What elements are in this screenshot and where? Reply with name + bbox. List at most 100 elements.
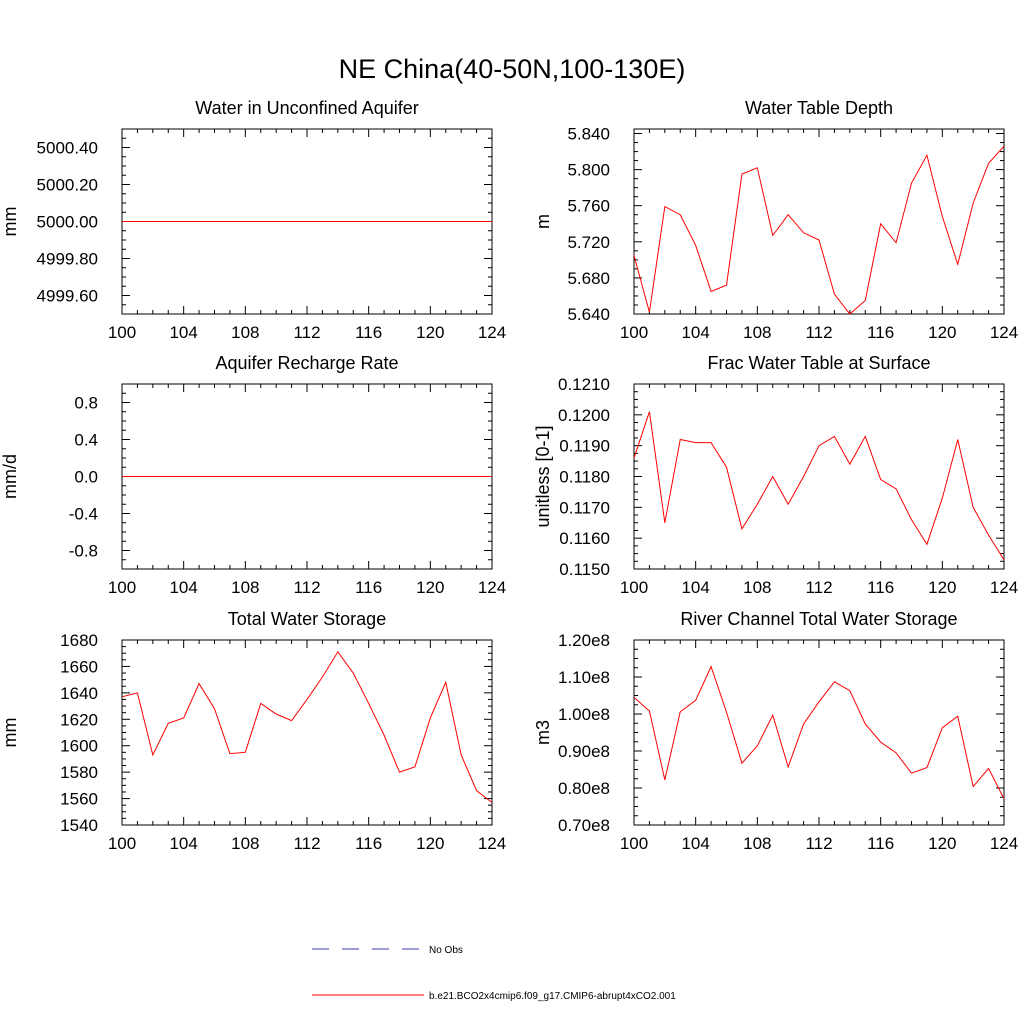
aquifer-recharge-rate-xtick-label: 116 [355,578,382,597]
panel-frac-water-table-at-surface: Frac Water Table at Surface 100 104 108 112 1… [533,353,1018,597]
water-table-depth-ytick-label: 5.640 [567,305,610,324]
frac-water-table-at-surface-ytick-label: 0.1170 [559,498,610,517]
frac-water-table-at-surface-xtick-label: 120 [928,578,956,597]
panels: Water in Unconfined Aquifer 100 104 108 112 1… [0,98,1018,853]
water-in-unconfined-aquifer-ylabel: mm [0,207,20,237]
frac-water-table-at-surface-xtick-label: 104 [681,578,709,597]
total-water-storage-ytick-label: 1660 [60,657,98,676]
river-channel-total-water-storage-xtick-label: 124 [990,834,1018,853]
panel-total-water-storage: Total Water Storage 100 104 108 112 116 120 124… [0,609,506,853]
aquifer-recharge-rate-title: Aquifer Recharge Rate [215,353,398,373]
river-channel-total-water-storage-series-line [633,665,1005,799]
water-in-unconfined-aquifer-ytick-label: 5000.00 [37,213,98,232]
total-water-storage-ytick-label: 1620 [60,710,98,729]
frac-water-table-at-surface-ytick-label: 0.1180 [559,468,610,487]
river-channel-total-water-storage-xtick-label: 108 [743,834,771,853]
river-channel-total-water-storage-ytick-label: 1.00e8 [558,705,610,724]
river-channel-total-water-storage-xtick-label: 112 [805,834,832,853]
main-title: NE China(40-50N,100-130E) [339,54,686,84]
legend-label-obs: No Obs [429,945,463,956]
river-channel-total-water-storage-xtick-label: 100 [620,834,648,853]
water-in-unconfined-aquifer-ytick-label: 5000.40 [37,139,98,158]
total-water-storage-ytick-label: 1680 [60,631,98,650]
river-channel-total-water-storage-ylabel: m3 [533,720,553,745]
water-table-depth-xtick-label: 112 [805,323,832,342]
water-in-unconfined-aquifer-xtick-label: 120 [416,323,444,342]
total-water-storage-series-line [121,650,493,803]
aquifer-recharge-rate-xtick-label: 108 [231,578,259,597]
water-table-depth-ytick-label: 5.720 [567,233,610,252]
total-water-storage-xtick-label: 108 [231,834,259,853]
total-water-storage-title: Total Water Storage [228,609,386,629]
frac-water-table-at-surface-xtick-label: 108 [743,578,771,597]
river-channel-total-water-storage-title: River Channel Total Water Storage [680,609,957,629]
river-channel-total-water-storage-ytick-label: 1.10e8 [558,668,610,687]
water-in-unconfined-aquifer-xtick-label: 112 [293,323,320,342]
water-in-unconfined-aquifer-ytick-label: 4999.80 [37,250,98,269]
total-water-storage-ytick-label: 1540 [60,816,98,835]
aquifer-recharge-rate-ytick-label: 0.0 [74,468,98,487]
aquifer-recharge-rate-xtick-label: 112 [293,578,320,597]
water-in-unconfined-aquifer-xtick-label: 116 [355,323,382,342]
total-water-storage-xtick-label: 100 [108,834,136,853]
water-table-depth-xtick-label: 116 [867,323,894,342]
water-table-depth-xtick-label: 108 [743,323,771,342]
water-table-depth-ytick-label: 5.760 [567,197,610,216]
water-table-depth-title: Water Table Depth [745,98,893,118]
total-water-storage-xtick-label: 112 [293,834,320,853]
frac-water-table-at-surface-ytick-label: 0.1190 [559,437,610,456]
aquifer-recharge-rate-ytick-label: 0.8 [74,394,98,413]
water-table-depth-xtick-label: 124 [990,323,1018,342]
total-water-storage-ytick-label: 1580 [60,763,98,782]
river-channel-total-water-storage-ytick-label: 0.70e8 [558,816,610,835]
aquifer-recharge-rate-ytick-label: -0.4 [69,505,98,524]
aquifer-recharge-rate-xtick-label: 120 [416,578,444,597]
river-channel-total-water-storage-xtick-label: 120 [928,834,956,853]
frac-water-table-at-surface-xtick-label: 116 [867,578,894,597]
aquifer-recharge-rate-ytick-label: 0.4 [74,431,98,450]
river-channel-total-water-storage-xtick-label: 104 [681,834,709,853]
legend: No Obs b.e21.BCO2x4cmip6.f09_g17.CMIP6-a… [312,945,676,1002]
water-in-unconfined-aquifer-ytick-label: 5000.20 [37,176,98,195]
water-in-unconfined-aquifer-ytick-label: 4999.60 [37,287,98,306]
aquifer-recharge-rate-ylabel: mm/d [0,454,20,499]
frac-water-table-at-surface-ytick-label: 0.1160 [559,529,610,548]
frac-water-table-at-surface-title: Frac Water Table at Surface [707,353,930,373]
panel-river-channel-total-water-storage: River Channel Total Water Storage 100 104 1… [533,609,1018,853]
water-in-unconfined-aquifer-title: Water in Unconfined Aquifer [195,98,418,118]
frac-water-table-at-surface-ytick-label: 0.1210 [558,375,610,394]
water-table-depth-xtick-label: 120 [928,323,956,342]
water-table-depth-series-line [633,145,1005,315]
water-table-depth-ytick-label: 5.800 [567,161,610,180]
water-table-depth-ytick-label: 5.680 [567,269,610,288]
water-table-depth-ylabel: m [533,214,553,229]
legend-item-model: b.e21.BCO2x4cmip6.f09_g17.CMIP6-abrupt4x… [312,991,676,1002]
panel-water-in-unconfined-aquifer: Water in Unconfined Aquifer 100 104 108 112 1… [0,98,506,342]
panel-aquifer-recharge-rate: Aquifer Recharge Rate 100 104 108 112 116 120 1… [0,353,506,597]
frac-water-table-at-surface-xtick-label: 112 [805,578,832,597]
water-table-depth-frame [633,128,1005,315]
total-water-storage-ytick-label: 1560 [60,790,98,809]
total-water-storage-xtick-label: 124 [478,834,506,853]
river-channel-total-water-storage-ytick-label: 0.90e8 [558,742,610,761]
aquifer-recharge-rate-ytick-label: -0.8 [69,542,98,561]
total-water-storage-xtick-label: 120 [416,834,444,853]
total-water-storage-ylabel: mm [0,718,20,748]
total-water-storage-xtick-label: 116 [355,834,382,853]
frac-water-table-at-surface-ytick-label: 0.1150 [559,560,610,579]
total-water-storage-frame [121,639,493,826]
aquifer-recharge-rate-xtick-label: 124 [478,578,506,597]
water-table-depth-xtick-label: 100 [620,323,648,342]
frac-water-table-at-surface-series-line [633,411,1005,561]
river-channel-total-water-storage-ytick-label: 1.20e8 [558,631,610,650]
river-channel-total-water-storage-xtick-label: 116 [867,834,894,853]
frac-water-table-at-surface-xtick-label: 124 [990,578,1018,597]
total-water-storage-xtick-label: 104 [169,834,197,853]
frac-water-table-at-surface-ytick-label: 0.1200 [558,406,610,425]
river-channel-total-water-storage-ytick-label: 0.80e8 [558,779,610,798]
frac-water-table-at-surface-xtick-label: 100 [620,578,648,597]
aquifer-recharge-rate-xtick-label: 100 [108,578,136,597]
water-table-depth-xtick-label: 104 [681,323,709,342]
water-in-unconfined-aquifer-xtick-label: 108 [231,323,259,342]
